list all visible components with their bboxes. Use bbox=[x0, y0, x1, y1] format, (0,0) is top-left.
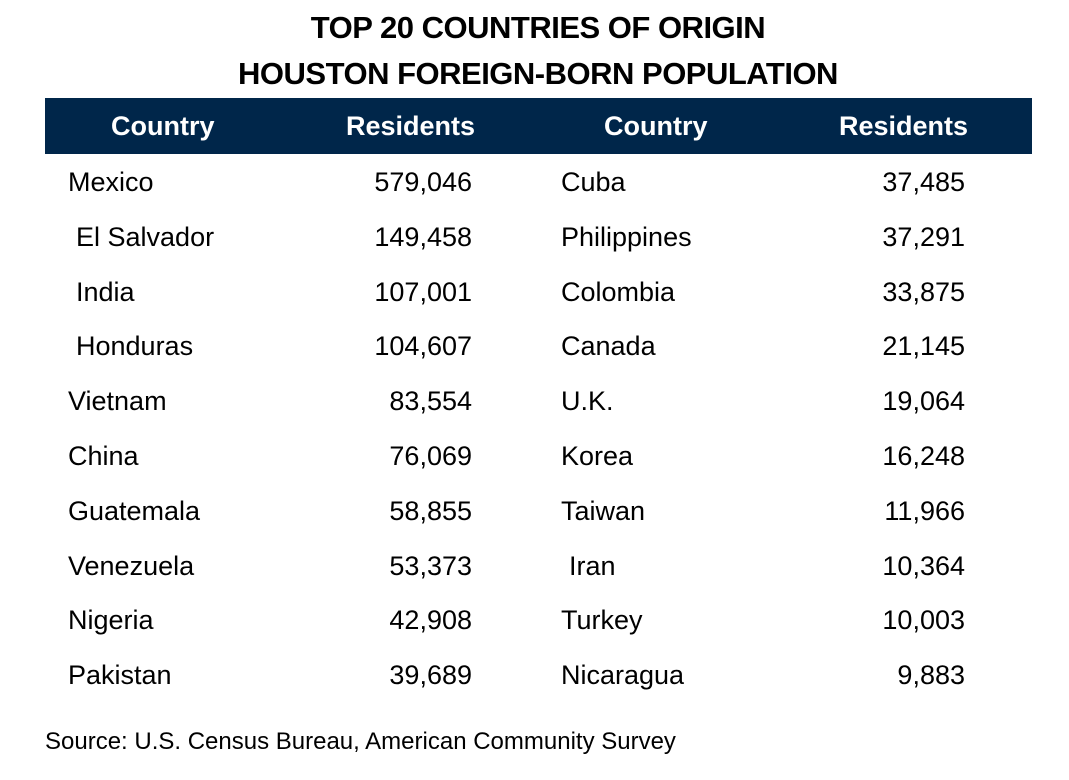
country-cell: Guatemala bbox=[68, 495, 201, 526]
country-cell: Philippines bbox=[561, 221, 692, 252]
residents-cell: 83,554 bbox=[389, 386, 472, 417]
residents-cell: 42,908 bbox=[389, 605, 472, 636]
country-cell: China bbox=[68, 440, 139, 471]
residents-cell: 107,001 bbox=[374, 276, 472, 307]
residents-cell: 149,458 bbox=[374, 221, 472, 252]
residents-cell: 104,607 bbox=[374, 331, 472, 362]
residents-cell: 33,875 bbox=[882, 276, 965, 307]
residents-cell: 21,145 bbox=[882, 331, 965, 362]
table-row: Mexico 579,046 Cuba 37,485 bbox=[0, 155, 1069, 210]
residents-cell: 58,855 bbox=[389, 495, 472, 526]
table-header: Country Residents Country Residents bbox=[45, 98, 1032, 154]
table-row: India 107,001 Colombia 33,875 bbox=[0, 265, 1069, 320]
country-cell: Venezuela bbox=[68, 550, 195, 581]
table-row: Vietnam 83,554 U.K. 19,064 bbox=[0, 374, 1069, 429]
country-cell: El Salvador bbox=[76, 221, 215, 252]
residents-cell: 37,485 bbox=[882, 167, 965, 197]
residents-cell: 10,003 bbox=[882, 605, 965, 636]
country-cell: Colombia bbox=[561, 276, 676, 307]
residents-cell: 39,689 bbox=[389, 660, 472, 691]
country-cell: Taiwan bbox=[561, 495, 646, 526]
country-cell: India bbox=[76, 276, 135, 307]
country-cell: Vietnam bbox=[68, 386, 167, 417]
country-cell: Honduras bbox=[76, 331, 194, 362]
table-body: Mexico 579,046 Cuba 37,485 El Salvador 1… bbox=[0, 155, 1069, 703]
residents-cell: 19,064 bbox=[882, 386, 965, 417]
residents-cell: 16,248 bbox=[882, 440, 965, 471]
table-row: China 76,069 Korea 16,248 bbox=[0, 429, 1069, 484]
table-title-line2: HOUSTON FOREIGN-BORN POPULATION bbox=[238, 56, 838, 91]
residents-cell: 9,883 bbox=[897, 660, 965, 691]
country-cell: Nicaragua bbox=[561, 660, 685, 691]
table-row: Pakistan 39,689 Nicaragua 9,883 bbox=[0, 648, 1069, 703]
country-cell: Mexico bbox=[68, 167, 154, 197]
header-country-left: Country bbox=[111, 111, 215, 141]
country-cell: Pakistan bbox=[68, 660, 172, 691]
table-row: Venezuela 53,373 Iran 10,364 bbox=[0, 539, 1069, 594]
country-cell: U.K. bbox=[561, 386, 614, 417]
table-row: Honduras 104,607 Canada 21,145 bbox=[0, 319, 1069, 374]
residents-cell: 53,373 bbox=[389, 550, 472, 581]
table-row: El Salvador 149,458 Philippines 37,291 bbox=[0, 210, 1069, 265]
header-residents-left: Residents bbox=[346, 111, 476, 141]
country-cell: Canada bbox=[561, 331, 656, 362]
country-cell: Cuba bbox=[561, 167, 626, 197]
table-title-line1: TOP 20 COUNTRIES OF ORIGIN bbox=[310, 10, 766, 45]
country-cell: Iran bbox=[569, 550, 616, 581]
residents-cell: 579,046 bbox=[374, 167, 472, 197]
source-note: Source: U.S. Census Bureau, American Com… bbox=[45, 728, 676, 755]
residents-cell: 10,364 bbox=[882, 550, 965, 581]
residents-cell: 76,069 bbox=[389, 440, 472, 471]
country-cell: Turkey bbox=[561, 605, 643, 636]
residents-cell: 37,291 bbox=[882, 221, 965, 252]
table-row: Nigeria 42,908 Turkey 10,003 bbox=[0, 593, 1069, 648]
header-residents-right: Residents bbox=[839, 111, 969, 141]
country-cell: Korea bbox=[561, 440, 634, 471]
header-country-right: Country bbox=[604, 111, 708, 141]
country-cell: Nigeria bbox=[68, 605, 154, 636]
table-row: Guatemala 58,855 Taiwan 11,966 bbox=[0, 484, 1069, 539]
residents-cell: 11,966 bbox=[884, 495, 965, 526]
